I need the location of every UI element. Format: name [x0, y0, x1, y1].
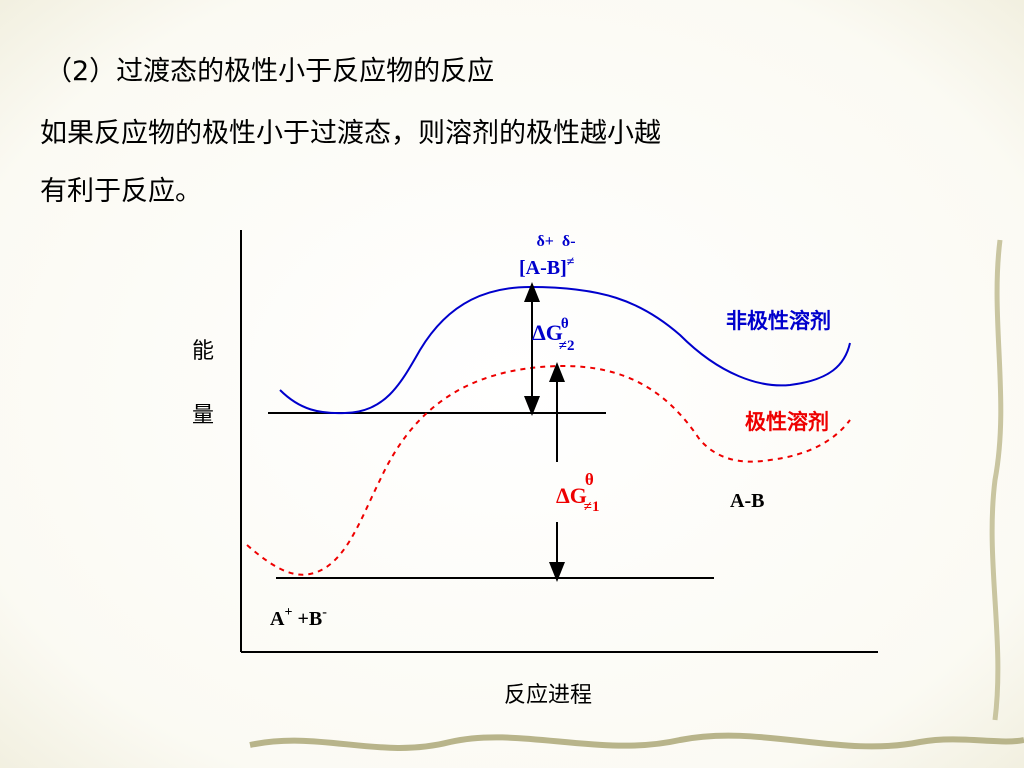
y-axis-label: 量: [192, 403, 214, 428]
reactant-b: +B: [292, 608, 322, 630]
reactant-label: A+ +B-: [270, 605, 327, 630]
product-label: A-B: [730, 490, 764, 512]
dg1-label: ΔGθ ≠1: [556, 470, 600, 515]
dg1-main: ΔG: [556, 483, 587, 508]
reactant-a-sup: +: [284, 605, 292, 620]
heading-line: （2）过渡态的极性小于反应物的反应: [45, 56, 494, 87]
x-axis-label: 反应进程: [504, 683, 592, 708]
dg2-label: ΔGθ ≠2: [532, 316, 574, 354]
polar-label: 极性溶剂: [745, 410, 829, 434]
vine-decoration: [249, 732, 1024, 751]
dg2-sub: ≠2: [559, 338, 575, 354]
polar-curve: [246, 364, 851, 576]
nonpolar-label: 非极性溶剂: [726, 309, 831, 333]
reactant-a: A: [270, 608, 285, 630]
y-axis-label: 能: [192, 339, 214, 364]
transition-state-label: [A-B]≠: [519, 255, 575, 279]
body-line: 有利于反应。: [40, 176, 202, 207]
transition-state: [A-B]: [519, 257, 567, 279]
dg2-main: ΔG: [532, 320, 563, 345]
body-line: 如果反应物的极性小于过渡态，则溶剂的极性越小越: [40, 118, 661, 149]
dg1-sub: ≠1: [584, 499, 600, 515]
vine-decoration: [989, 239, 1004, 721]
transition-mark: ≠: [567, 255, 575, 270]
dg1-sup: θ: [585, 470, 594, 489]
reactant-b-sup: -: [322, 605, 327, 620]
dg2-sup: θ: [561, 316, 569, 332]
charge-label: δ+ δ-: [536, 233, 575, 250]
